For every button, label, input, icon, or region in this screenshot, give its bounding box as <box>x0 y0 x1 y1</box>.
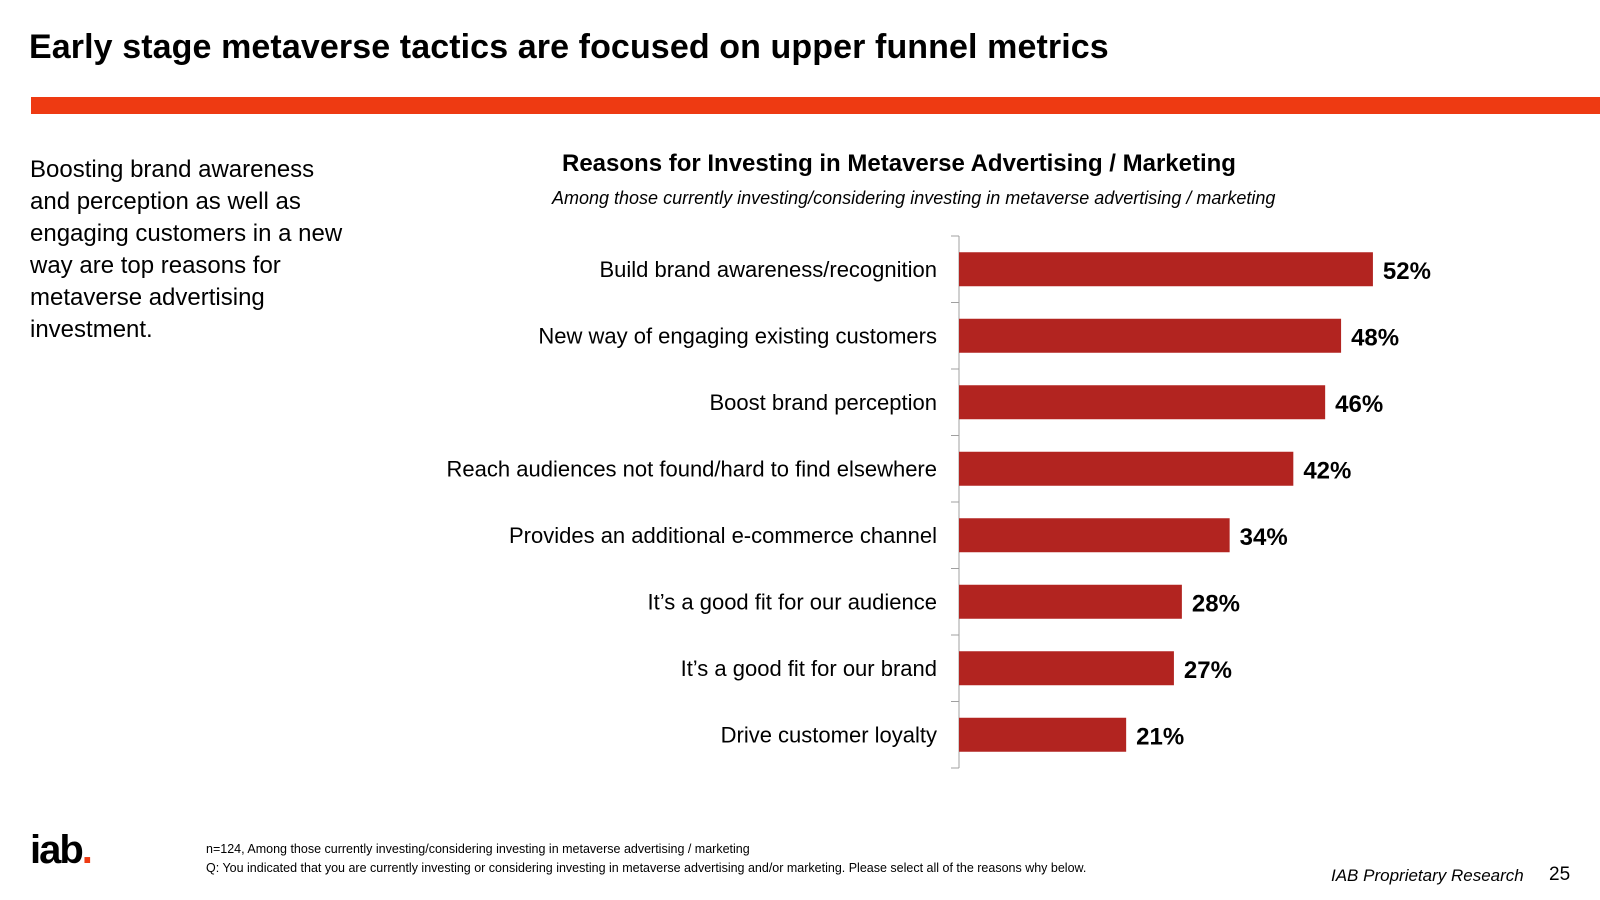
bar <box>959 318 1342 353</box>
data-label: 46% <box>1335 391 1383 418</box>
data-label: 42% <box>1303 457 1351 484</box>
data-label: 27% <box>1184 657 1232 684</box>
footer-brand: IAB Proprietary Research <box>1331 866 1524 885</box>
bar <box>959 252 1373 287</box>
footnote-question: Q: You indicated that you are currently … <box>206 861 1087 875</box>
logo-dot: . <box>81 828 93 872</box>
page-number: 25 <box>1549 864 1571 885</box>
bar <box>959 651 1174 686</box>
category-label: Provides an additional e-commerce channe… <box>509 523 937 548</box>
iab-logo: iab. <box>30 828 93 872</box>
footnote-sample: n=124, Among those currently investing/c… <box>206 842 750 856</box>
bar <box>959 584 1182 619</box>
chart-title: Reasons for Investing in Metaverse Adver… <box>562 150 1236 177</box>
logo-text: iab <box>30 828 84 872</box>
data-label: 52% <box>1383 258 1431 285</box>
data-label: 48% <box>1351 324 1399 351</box>
chart-subtitle: Among those currently investing/consider… <box>552 188 1276 208</box>
data-label: 28% <box>1192 590 1240 617</box>
bar <box>959 451 1294 486</box>
data-label: 21% <box>1136 723 1184 750</box>
lead-text: Boosting brand awareness and perception … <box>30 156 343 343</box>
data-label: 34% <box>1240 524 1288 551</box>
category-label: It’s a good fit for our audience <box>648 589 937 614</box>
bar <box>959 518 1230 553</box>
slide-title: Early stage metaverse tactics are focuse… <box>29 28 1109 66</box>
bar <box>959 385 1326 420</box>
bar <box>959 717 1127 752</box>
category-label: Build brand awareness/recognition <box>599 257 937 282</box>
category-label: New way of engaging existing customers <box>538 323 937 348</box>
category-label: Boost brand perception <box>710 390 938 415</box>
category-label: Drive customer loyalty <box>721 722 937 747</box>
category-label: Reach audiences not found/hard to find e… <box>447 456 937 481</box>
title-accent-bar <box>31 97 1600 114</box>
category-label: It’s a good fit for our brand <box>681 656 937 681</box>
